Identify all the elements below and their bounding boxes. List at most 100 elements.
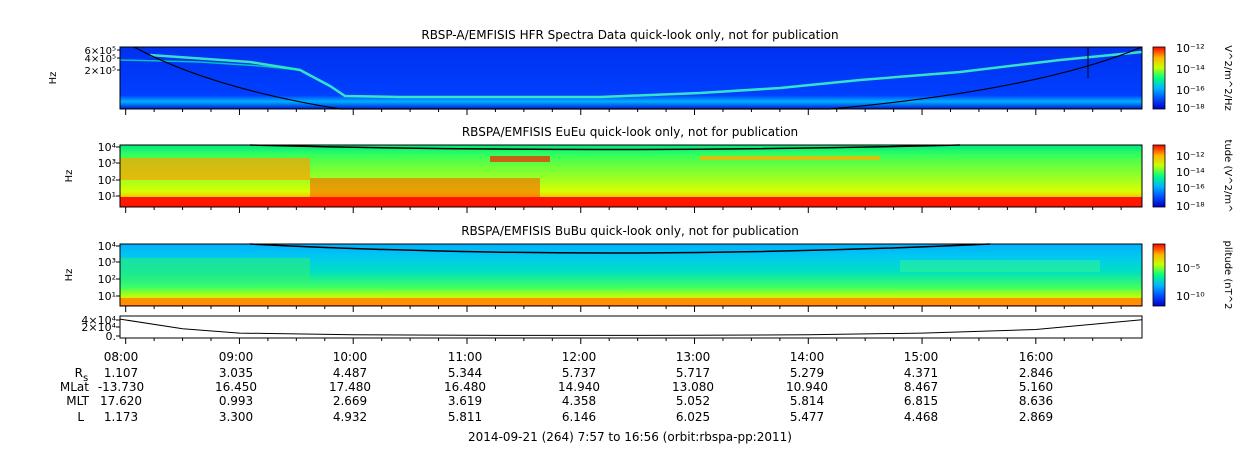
ephemeris-value: 3.619: [448, 394, 482, 408]
colorbar-tick: 10⁻¹⁶: [1176, 182, 1205, 195]
footer-caption: 2014-09-21 (264) 7:57 to 16:56 (orbit:rb…: [468, 430, 792, 444]
y-axis-label: Hz: [64, 170, 75, 183]
eueu-high-intensity-region: [490, 156, 550, 162]
ephemeris-row-mlat: -13.730 16.450 17.480 16.480 14.940 13.0…: [98, 380, 1053, 394]
y-tick-label: 10³: [98, 157, 116, 170]
x-ticks: [125, 207, 1122, 213]
eueu-high-intensity-region: [700, 156, 880, 160]
plasma-boundary-curve: [249, 243, 991, 254]
plasma-boundary-curve: [249, 144, 961, 151]
ephemeris-labels: R s MLat MLT L: [60, 366, 90, 424]
y-axis-label: Hz: [64, 269, 75, 282]
ephemeris-value: 5.477: [790, 410, 824, 424]
colorbar-tick: 10⁻¹⁰: [1176, 290, 1205, 303]
ephemeris-value: 5.737: [562, 366, 596, 380]
ephemeris-value: 17.480: [329, 380, 371, 394]
ephemeris-row-mlt: 17.620 0.993 2.669 3.619 4.358 5.052 5.8…: [100, 394, 1053, 408]
time-label: 11:00: [448, 350, 483, 364]
hfr-emission-band: [119, 59, 301, 71]
colorbar-bubu: [1152, 243, 1166, 307]
ephemeris-value: 4.371: [904, 366, 938, 380]
y-tick-label: 10¹: [98, 290, 116, 303]
ephemeris-value: 6.815: [904, 394, 938, 408]
frame: [119, 144, 1143, 208]
ephemeris-value: 16.480: [444, 380, 486, 394]
ephemeris-label-mlat: MLat: [60, 380, 89, 394]
bubu-low-band: [120, 298, 1142, 305]
y-tick-label: 10²: [98, 174, 116, 187]
colorbar-label: tude (V^2/m^: [1222, 140, 1233, 213]
y-tick-label: 4×10⁴: [81, 314, 116, 327]
panel-title: RBSPA/EMFISIS BuBu quick-look only, not …: [461, 224, 799, 238]
colorbar-hfr: [1152, 46, 1166, 110]
y-tick-label: 6×10⁵: [85, 46, 116, 57]
ephemeris-value: 14.940: [558, 380, 600, 394]
time-label: 08:00: [104, 350, 139, 364]
ephemeris-value: 3.300: [219, 410, 253, 424]
y-tick-label: 10⁴: [98, 240, 117, 253]
colorbar-tick: 10⁻¹²: [1176, 150, 1205, 163]
y-tick-label: 0.: [106, 330, 117, 343]
ephemeris-label-rs-sub: s: [83, 373, 88, 384]
ephemeris-label-mlt: MLT: [66, 394, 89, 408]
colorbar-eueu: [1152, 144, 1166, 208]
colorbar-tick: 10⁻⁵: [1176, 262, 1200, 275]
colorbar-tick: 10⁻¹⁴: [1176, 166, 1205, 179]
time-label: 13:00: [676, 350, 711, 364]
line-series: [119, 318, 1143, 336]
ephemeris-value: 8.636: [1019, 394, 1053, 408]
x-ticks: [125, 338, 1122, 344]
panel-title: RBSPA/EMFISIS EuEu quick-look only, not …: [462, 125, 798, 139]
ephemeris-label-rs: R: [75, 366, 83, 380]
ephemeris-value: 4.358: [562, 394, 596, 408]
y-tick-label: 10³: [98, 256, 116, 269]
ephemeris-value: 8.467: [904, 380, 938, 394]
time-label: 12:00: [562, 350, 597, 364]
ephemeris-value: 10.940: [786, 380, 828, 394]
time-label: 16:00: [1019, 350, 1054, 364]
bubu-intense-region: [120, 258, 310, 282]
ephemeris-row-l: 1.173 3.300 4.932 5.811 6.146 6.025 5.47…: [104, 410, 1053, 424]
y-axis-label: Hz: [48, 72, 59, 85]
ephemeris-value: -13.730: [98, 380, 144, 394]
ephemeris-value: 5.344: [448, 366, 482, 380]
panel-eueu: RBSPA/EMFISIS EuEu quick-look only, not …: [64, 125, 1233, 213]
colorbar-tick: 10⁻¹⁶: [1176, 84, 1205, 97]
time-label: 09:00: [219, 350, 254, 364]
ephemeris-value: 2.846: [1019, 366, 1053, 380]
time-axis: 08:00 09:00 10:00 11:00 12:00 13:00 14:0…: [104, 350, 1054, 364]
y-tick-label: 10¹: [98, 190, 116, 203]
ephemeris-value: 6.025: [676, 410, 710, 424]
ephemeris-value: 0.993: [219, 394, 253, 408]
ephemeris-value: 5.279: [790, 366, 824, 380]
spectrogram-hfr: [120, 47, 1142, 109]
ephemeris-value: 2.869: [1019, 410, 1053, 424]
ephemeris-value: 4.468: [904, 410, 938, 424]
ephemeris-value: 16.450: [215, 380, 257, 394]
frame: [119, 243, 1143, 307]
ephemeris-value: 1.107: [104, 366, 138, 380]
panel-bubu: RBSPA/EMFISIS BuBu quick-look only, not …: [64, 224, 1233, 312]
ephemeris-value: 2.669: [333, 394, 367, 408]
panel-hfr: RBSP-A/EMFISIS HFR Spectra Data quick-lo…: [48, 28, 1233, 115]
ephemeris-value: 4.487: [333, 366, 367, 380]
colorbar-tick: 10⁻¹⁸: [1176, 200, 1205, 213]
panel-title: RBSP-A/EMFISIS HFR Spectra Data quick-lo…: [421, 28, 838, 42]
y-tick-label: 4×10⁵: [85, 54, 116, 65]
ephemeris-value: 5.717: [676, 366, 710, 380]
ephemeris-value: 4.932: [333, 410, 367, 424]
ephemeris-value: 5.811: [448, 410, 482, 424]
colorbar-label: V^2/m^2/Hz: [1222, 45, 1233, 111]
ephemeris-value: 3.035: [219, 366, 253, 380]
y-tick-label: 10²: [98, 273, 116, 286]
eueu-high-intensity-region: [120, 158, 310, 180]
ephemeris-value: 5.052: [676, 394, 710, 408]
y-tick-label: 2×10⁵: [85, 66, 116, 77]
panel-line: 4×10⁴ 2×10⁴ 0.: [81, 314, 1143, 344]
colorbar-tick: 10⁻¹²: [1176, 42, 1205, 55]
frame: [119, 46, 1143, 110]
colorbar-tick: 10⁻¹⁴: [1176, 63, 1205, 76]
ephemeris-value: 17.620: [100, 394, 142, 408]
time-label: 14:00: [790, 350, 825, 364]
y-tick-label: 2×10⁴: [81, 321, 116, 334]
